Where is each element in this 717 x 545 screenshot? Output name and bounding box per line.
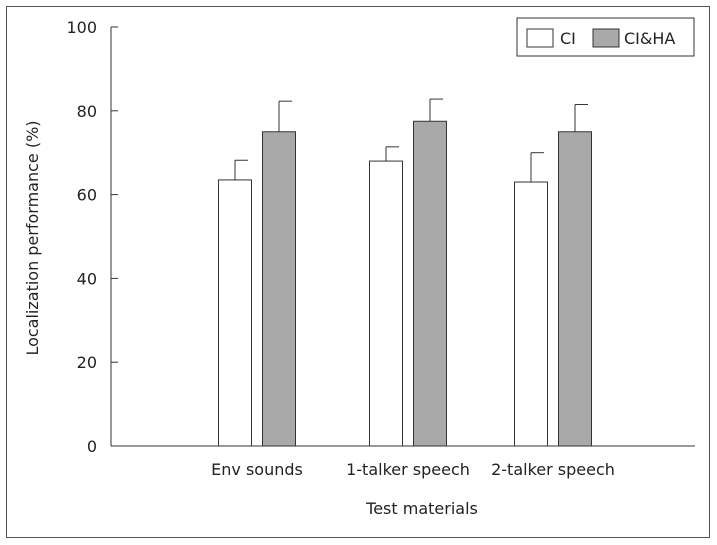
x-tick-label: Env sounds — [211, 460, 303, 479]
legend: CI CI&HA — [516, 17, 695, 57]
bars — [218, 98, 592, 447]
bar — [558, 131, 592, 447]
chart-frame — [6, 6, 710, 538]
x-axis-label: Test materials — [365, 499, 478, 518]
bar — [262, 131, 296, 447]
bar — [218, 179, 252, 447]
legend-label: CI&HA — [624, 29, 675, 48]
bar — [413, 120, 447, 447]
bar — [369, 160, 403, 447]
y-tick-label: 20 — [77, 353, 97, 372]
legend-swatch — [526, 28, 554, 48]
legend-label: CI — [560, 29, 576, 48]
bar — [514, 181, 548, 447]
y-tick-label: 80 — [77, 102, 97, 121]
legend-swatch — [592, 28, 620, 48]
y-axis-label: Localization performance (%) — [23, 120, 42, 355]
y-tick-label: 60 — [77, 186, 97, 205]
x-tick-label: 1-talker speech — [346, 460, 470, 479]
y-tick-label: 100 — [66, 18, 97, 37]
y-tick-label: 40 — [77, 269, 97, 288]
x-tick-label: 2-talker speech — [491, 460, 615, 479]
axes: 0 20 40 60 80 100 Env sounds 1-talker speech 2-t… — [66, 18, 695, 479]
y-tick-label: 0 — [87, 437, 97, 456]
